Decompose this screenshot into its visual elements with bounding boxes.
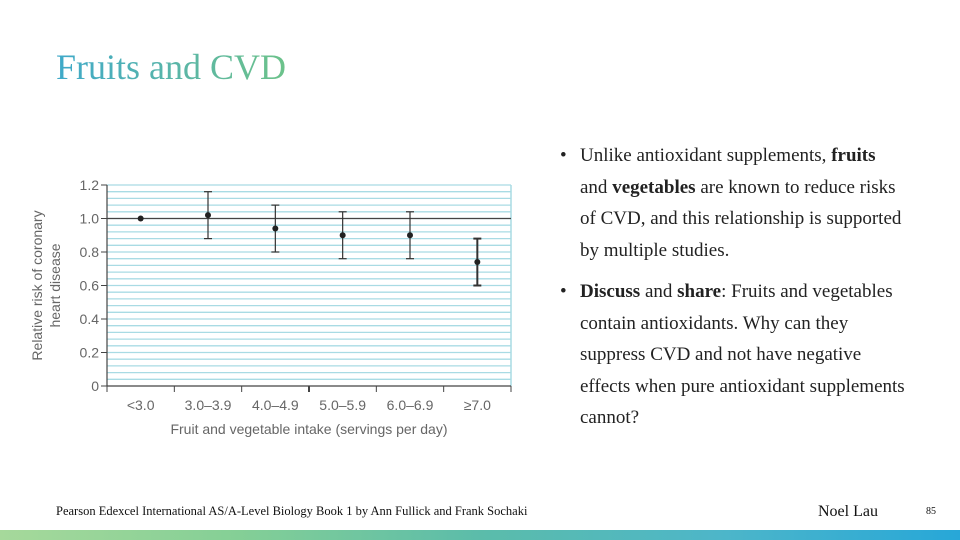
bold-text: Discuss (580, 281, 641, 302)
data-point (339, 232, 346, 239)
x-axis-title: Fruit and vegetable intake (servings per… (170, 421, 447, 437)
x-tick-label: 4.0–4.9 (252, 397, 299, 413)
text-run: Unlike antioxidant supplements, (580, 145, 832, 166)
data-point (205, 212, 211, 219)
y-tick-label: 1.2 (80, 177, 100, 193)
data-point (474, 259, 481, 266)
chart-canvas: 0 0.2 0.4 0.6 0.8 1.0 1.2 <3.0 3.0–3.9 4.0–4.9 5.0… (29, 177, 512, 437)
x-tick-label: <3.0 (127, 397, 155, 413)
page-number: 85 (926, 506, 936, 517)
bullet-text: Unlike antioxidant supplements, fruits a… (580, 145, 901, 261)
y-tick-label: 0.2 (80, 345, 100, 361)
author-name: Noel Lau (818, 503, 878, 520)
y-tick-label: 0.6 (80, 278, 100, 294)
y-tick-label: 0.8 (80, 244, 100, 260)
bold-text: vegetables (612, 176, 696, 198)
text-run: and (640, 281, 678, 302)
text-run: are known to reduce risks of CVD, and th… (580, 176, 902, 261)
bullet-list: • Unlike antioxidant supplements, fruits… (560, 140, 905, 444)
bullet-dot-icon: • (560, 145, 567, 166)
bullet-item: • Unlike antioxidant supplements, fruits… (560, 140, 905, 266)
data-point (272, 225, 279, 232)
x-tick-label: ≥7.0 (464, 397, 491, 413)
text-run: : Fruits and vegetables contain antioxid… (580, 281, 905, 428)
y-tick-label: 0.4 (80, 311, 100, 327)
data-point (407, 232, 413, 239)
footer-gradient-bar (0, 530, 960, 540)
y-tick-label: 1.0 (80, 211, 100, 227)
text-run: and (580, 176, 613, 198)
x-tick-label: 5.0–5.9 (319, 397, 366, 413)
bold-text: share (677, 281, 722, 302)
x-tick-label: 3.0–3.9 (185, 397, 232, 413)
bold-text: fruits (831, 145, 876, 166)
y-tick-label: 0 (91, 378, 99, 394)
y-axis-title: Relative risk of coronary (29, 210, 45, 360)
bullet-item: • Discuss and share: Fruits and vegetabl… (560, 276, 905, 434)
y-axis-title: heart disease (47, 243, 63, 327)
x-tick-label: 6.0–6.9 (387, 397, 434, 413)
data-point (137, 215, 144, 222)
bullet-text: Discuss and share: Fruits and vegetables… (580, 281, 905, 428)
relative-risk-chart: 0 0.2 0.4 0.6 0.8 1.0 1.2 <3.0 3.0–3.9 4.0–4.9 5.0… (20, 170, 530, 460)
slide-title: Fruits and CVD (56, 47, 287, 87)
source-citation: Pearson Edexcel International AS/A-Level… (56, 504, 528, 518)
bullet-dot-icon: • (560, 281, 567, 302)
